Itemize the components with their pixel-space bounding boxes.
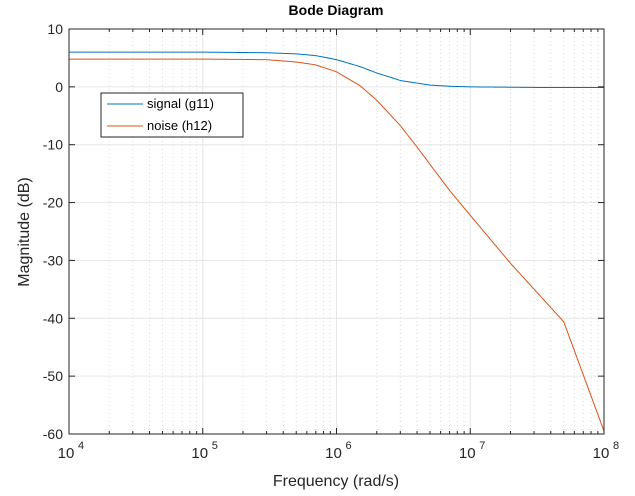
x-tick-exponent: 6 xyxy=(346,440,352,452)
y-tick-label: -20 xyxy=(43,195,63,211)
y-tick-label: 0 xyxy=(55,79,63,95)
x-tick-label: 10 xyxy=(191,445,208,462)
x-tick-exponent: 4 xyxy=(78,440,84,452)
series-line-noise xyxy=(69,58,605,432)
legend-noise-label: noise (h12) xyxy=(147,118,212,133)
y-tick-labels: 10 0 -10 -20 -30 -40 -50 -60 xyxy=(43,21,63,442)
x-axis-label: Frequency (rad/s) xyxy=(273,473,399,490)
y-tick-label: -30 xyxy=(43,252,63,268)
x-tick-label: 10 xyxy=(58,445,75,462)
legend: signal (g11) noise (h12) xyxy=(100,92,244,138)
y-axis-label: Magnitude (dB) xyxy=(16,177,33,286)
x-tick-label: 10 xyxy=(459,445,476,462)
y-tick-label: -40 xyxy=(43,310,63,326)
x-tick-label: 10 xyxy=(593,445,610,462)
legend-box xyxy=(100,92,244,138)
x-tick-exponent: 7 xyxy=(479,440,485,452)
x-tick-label: 10 xyxy=(325,445,342,462)
minor-grid xyxy=(108,29,599,434)
legend-signal-label: signal (g11) xyxy=(147,96,214,111)
y-tick-label: -60 xyxy=(43,426,63,442)
series-line-signal xyxy=(69,51,604,88)
y-tick-label: -50 xyxy=(43,368,63,384)
series-layer xyxy=(69,51,605,432)
x-tick-exponent: 8 xyxy=(613,440,619,452)
y-tick-label: -10 xyxy=(43,137,63,153)
tick-marks xyxy=(68,28,605,435)
x-tick-exponent: 5 xyxy=(212,440,218,452)
x-tick-labels: 10 4 10 5 10 6 10 7 10 8 xyxy=(58,440,619,462)
chart-title: Bode Diagram xyxy=(289,2,384,18)
y-tick-label: 10 xyxy=(47,21,63,37)
